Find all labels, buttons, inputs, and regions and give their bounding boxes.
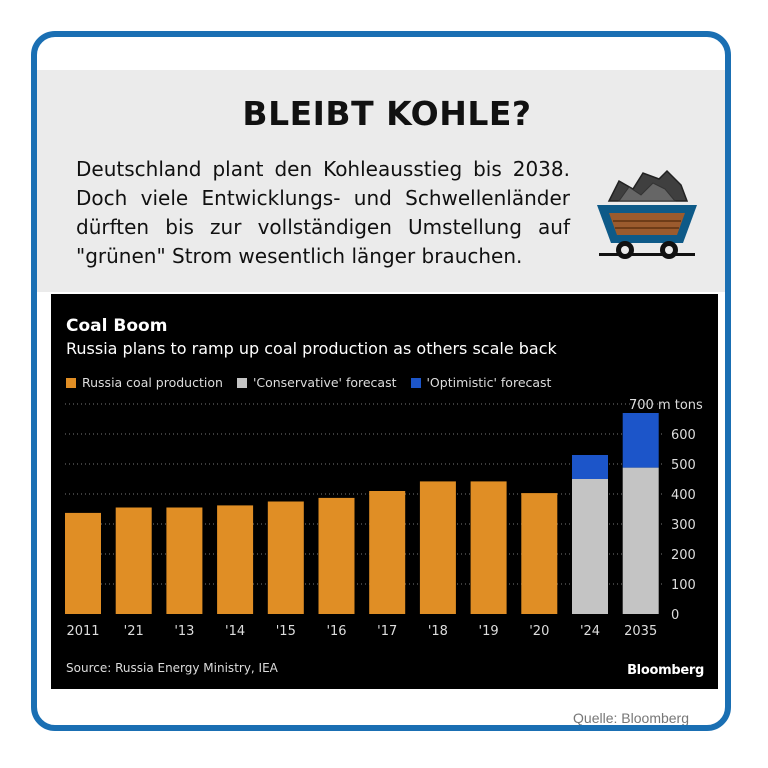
legend-swatch (66, 377, 76, 388)
bar-optimistic (572, 455, 608, 479)
legend-label: Russia coal production (82, 375, 223, 390)
x-tick-label: '21 (124, 624, 144, 639)
x-tick-label: 2011 (66, 624, 99, 639)
bar-production (521, 493, 558, 614)
x-tick-label: '15 (276, 624, 296, 639)
legend-item-production: Russia coal production (66, 375, 223, 390)
y-tick-label: 200 (671, 548, 696, 563)
legend-swatch (410, 377, 421, 388)
x-tick-label: '24 (580, 624, 600, 639)
chart-title: Coal Boom (66, 316, 168, 336)
legend-item-optimistic: 'Optimistic' forecast (410, 375, 552, 390)
x-tick-label: 2035 (624, 624, 657, 639)
bar-production (65, 512, 101, 614)
bar-production (217, 505, 254, 614)
x-tick-label: '18 (428, 624, 448, 639)
infographic-frame: BLEIBT KOHLE? Deutschland plant den Kohl… (31, 31, 731, 731)
legend-label: 'Optimistic' forecast (426, 375, 552, 390)
bar-production (419, 481, 456, 614)
y-tick-label: 300 (671, 518, 696, 533)
source-credit: Quelle: Bloomberg (573, 710, 689, 726)
bar-production (166, 507, 203, 614)
chart-legend: Russia coal production 'Conservative' fo… (66, 375, 551, 390)
bar-conservative (572, 479, 608, 614)
legend-swatch (236, 377, 247, 388)
bar-chart: 0 100 200 300 400 500 600 700 m tons 2011 '21 '13 '… (65, 398, 703, 639)
y-tick-label: 600 (671, 428, 696, 443)
x-tick-label: '13 (174, 624, 194, 639)
bar-conservative (622, 467, 659, 614)
x-tick-label: '16 (326, 624, 346, 639)
y-unit-label: 700 m tons (629, 398, 703, 413)
bloomberg-logo: Bloomberg (627, 663, 704, 678)
y-tick-label: 400 (671, 488, 696, 503)
headline: BLEIBT KOHLE? (242, 94, 532, 133)
bar-production (369, 491, 406, 614)
intro-text: Deutschland plant den Kohleausstieg bis … (76, 157, 570, 268)
bar-production (267, 501, 304, 614)
legend-item-conservative: 'Conservative' forecast (236, 375, 397, 390)
legend-label: 'Conservative' forecast (252, 375, 397, 390)
bar-optimistic (622, 413, 659, 468)
bar-production (115, 507, 152, 614)
y-tick-label: 0 (671, 608, 679, 623)
coal-mine-cart-icon (597, 169, 697, 259)
chart-panel: 0 100 200 300 400 500 600 700 m tons 2011 '21 '13 '… (51, 294, 718, 689)
chart-source: Source: Russia Energy Ministry, IEA (66, 661, 278, 675)
y-tick-label: 500 (671, 458, 696, 473)
x-tick-label: '14 (225, 624, 245, 639)
chart-subtitle: Russia plans to ramp up coal production … (66, 339, 557, 358)
x-tick-label: '20 (529, 624, 549, 639)
bar-production (470, 481, 507, 614)
x-tick-label: '19 (479, 624, 499, 639)
bar-production (318, 497, 355, 614)
y-tick-label: 100 (671, 578, 696, 593)
x-tick-label: '17 (377, 624, 397, 639)
